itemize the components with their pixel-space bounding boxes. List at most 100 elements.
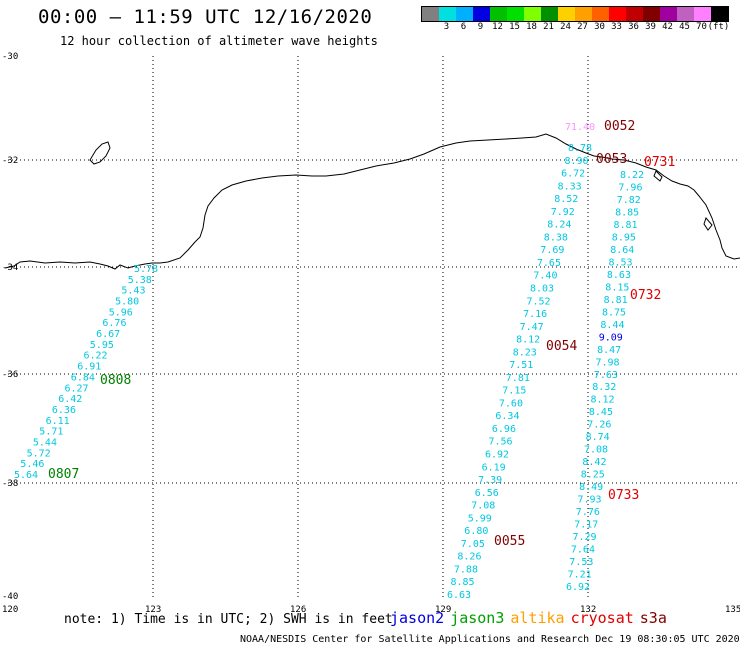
wave-height-value: 7.08 [584,445,608,456]
wave-height-value: 6.36 [52,405,76,416]
latitude-label: -40 [2,592,18,602]
colorbar-label: 12 [492,22,503,32]
wave-height-value: 8.81 [614,220,638,231]
colorbar-swatch [439,7,456,21]
wave-height-value: 5.96 [109,307,133,318]
wave-height-value: 5.78 [134,264,158,275]
map-title: 00:00 – 11:59 UTC 12/16/2020 [38,6,373,28]
wave-height-value: 8.15 [605,282,629,293]
longitude-label: 129 [435,605,451,615]
gulf-islet [703,217,713,231]
wave-height-value: 7.17 [574,520,598,531]
wave-height-value: 7.76 [576,507,600,518]
pass-time-labels: 71.40 0052 0053 0731 0732 0054 0808 0807 0733 005… [48,119,675,549]
wave-height-value: 5.71 [39,427,63,438]
wave-height-value: 8.85 [615,208,639,219]
pass-time-label: 0052 [604,119,635,134]
wave-height-value: 8.23 [513,347,537,358]
wave-height-value: 8.74 [586,432,610,443]
wave-height-value: 7.98 [596,357,620,368]
wave-height-value: 6.96 [492,424,516,435]
wave-height-value: 7.64 [571,545,595,556]
wave-height-value: 7.82 [617,195,641,206]
wave-height-value: 7.29 [573,532,597,543]
legend-item: jason2 [390,609,445,627]
pass-time-label: 0054 [546,339,577,354]
wave-height-value: 7.92 [551,207,575,218]
wave-height-value: 7.56 [489,437,513,448]
wave-height-value: 6.63 [447,590,471,601]
wave-height-value: 8.75 [602,307,626,318]
wave-height-value: 5.99 [468,513,492,524]
pass-time-label: 0733 [608,488,639,503]
wave-height-value: 7.05 [461,539,485,550]
wave-height-value: 7.15 [502,386,526,397]
wave-height-value: 7.39 [478,475,502,486]
wave-height-value: 5.72 [27,448,51,459]
colorbar-label: 42 [662,22,673,32]
wave-height-value: 6.91 [77,362,101,373]
latitude-label: -34 [2,263,18,273]
wave-height-value: 8.42 [582,457,606,468]
wave-height-value: 5.43 [121,286,145,297]
legend-item: s3a [639,609,667,627]
pass-time-label: 0055 [494,534,525,549]
wave-height-value: 7.88 [454,565,478,576]
island [89,141,111,165]
wave-height-value: 6.27 [65,383,89,394]
wave-height-value: 7.08 [471,501,495,512]
pass-time-label: 0732 [630,288,661,303]
colorbar-swatch [592,7,609,21]
colorbar-label: 39 [645,22,656,32]
colorbar-label: 24 [560,22,571,32]
wave-height-value: 8.32 [592,382,616,393]
coastline [4,133,740,270]
wave-height-value: 8.25 [581,470,605,481]
colorbar-swatch [575,7,592,21]
wave-height-value: 5.95 [90,340,114,351]
credit-line: NOAA/NESDIS Center for Satellite Applica… [240,634,740,645]
wave-height-value: 7.40 [533,271,557,282]
wave-height-value: 8.53 [609,257,633,268]
wave-height-value: 6.92 [566,582,590,593]
colorbar [421,6,729,22]
wave-height-value: 8.12 [516,335,540,346]
wave-height-value: 5.44 [33,438,57,449]
wave-height-value: 6.67 [96,329,120,340]
pass-time-label: 0808 [100,373,131,388]
latitude-label: -30 [2,52,18,62]
islet [653,170,663,182]
wave-height-value: 8.95 [612,232,636,243]
colorbar-label: 3 [443,22,450,32]
wave-height-value: 6.80 [464,526,488,537]
wave-height-value: 7.53 [569,557,593,568]
colorbar-label: 36 [628,22,639,32]
wave-height-value: 6.92 [485,450,509,461]
longitude-label: 126 [290,605,306,615]
wave-height-value: 5.80 [115,297,139,308]
pass-time-label: 0731 [644,155,675,170]
wave-height-value: 8.45 [589,407,613,418]
pass-time-label: 0053 [596,152,627,167]
longitude-label: 135 [725,605,740,615]
wave-height-value: 6.84 [71,372,95,383]
wave-height-value: 6.19 [482,462,506,473]
wave-height-value: 7.26 [587,420,611,431]
wave-height-value: 8.47 [597,345,621,356]
latitude-label: -32 [2,156,18,166]
colorbar-label: 33 [611,22,622,32]
wave-height-value: 9.09 [599,332,623,343]
legend-item: altika [510,609,565,627]
legend-item: jason3 [450,609,505,627]
colorbar-label: (ft) [707,22,730,32]
colorbar-swatch [507,7,524,21]
colorbar-label: 45 [679,22,690,32]
wave-height-value: 8.90 [565,156,589,167]
colorbar-swatch [626,7,643,21]
colorbar-swatch [609,7,626,21]
colorbar-label: 6 [460,22,467,32]
wave-height-value: 7.63 [594,370,618,381]
colorbar-label: 21 [543,22,554,32]
legend-item: cryosat [570,609,634,627]
